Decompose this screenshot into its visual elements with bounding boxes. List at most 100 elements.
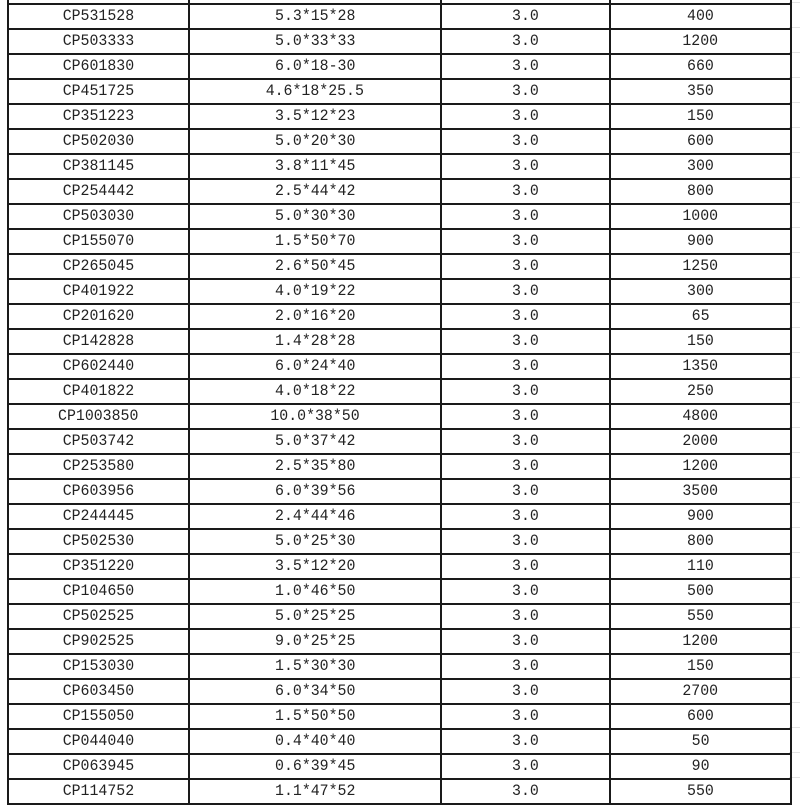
size-cell[interactable]: 5.0*33*33 — [188, 28, 442, 55]
value-cell[interactable]: 3.0 — [440, 528, 611, 555]
value-cell[interactable]: 3.0 — [440, 653, 611, 680]
model-cell[interactable]: CP451725 — [7, 78, 190, 105]
quantity-cell[interactable]: 600 — [609, 128, 792, 155]
size-cell[interactable]: 1.5*50*70 — [188, 228, 442, 255]
value-cell[interactable]: 3.0 — [440, 553, 611, 580]
size-cell[interactable]: 0.4*40*40 — [188, 728, 442, 755]
model-cell[interactable]: CP902525 — [7, 628, 190, 655]
size-cell[interactable]: 1.1*47*52 — [188, 778, 442, 805]
quantity-cell[interactable]: 800 — [609, 528, 792, 555]
size-cell[interactable]: 5.0*37*42 — [188, 428, 442, 455]
quantity-cell[interactable]: 1200 — [609, 28, 792, 55]
value-cell[interactable]: 3.0 — [440, 128, 611, 155]
quantity-cell[interactable]: 600 — [609, 703, 792, 730]
quantity-cell[interactable]: 1000 — [609, 203, 792, 230]
model-cell[interactable]: CP502525 — [7, 603, 190, 630]
size-cell[interactable]: 6.0*24*40 — [188, 353, 442, 380]
quantity-cell[interactable]: 660 — [609, 53, 792, 80]
quantity-cell[interactable]: 110 — [609, 553, 792, 580]
model-cell[interactable]: CP503333 — [7, 28, 190, 55]
model-cell[interactable]: CP603450 — [7, 678, 190, 705]
value-cell[interactable]: 3.0 — [440, 178, 611, 205]
quantity-cell[interactable]: 550 — [609, 778, 792, 805]
model-cell[interactable]: CP142828 — [7, 328, 190, 355]
size-cell[interactable]: 2.5*44*42 — [188, 178, 442, 205]
model-cell[interactable]: CP155070 — [7, 228, 190, 255]
size-cell[interactable]: 9.0*25*25 — [188, 628, 442, 655]
value-cell[interactable]: 3.0 — [440, 453, 611, 480]
size-cell[interactable]: 5.0*30*30 — [188, 203, 442, 230]
model-cell[interactable]: CP602440 — [7, 353, 190, 380]
quantity-cell[interactable]: 1200 — [609, 453, 792, 480]
quantity-cell[interactable]: 150 — [609, 328, 792, 355]
quantity-cell[interactable]: 400 — [609, 3, 792, 30]
model-cell[interactable]: CP265045 — [7, 253, 190, 280]
size-cell[interactable]: 1.0*46*50 — [188, 578, 442, 605]
size-cell[interactable]: 6.0*39*56 — [188, 478, 442, 505]
value-cell[interactable]: 3.0 — [440, 203, 611, 230]
quantity-cell[interactable]: 1200 — [609, 628, 792, 655]
quantity-cell[interactable]: 300 — [609, 278, 792, 305]
quantity-cell[interactable]: 300 — [609, 153, 792, 180]
value-cell[interactable]: 3.0 — [440, 328, 611, 355]
value-cell[interactable]: 3.0 — [440, 3, 611, 30]
quantity-cell[interactable]: 1250 — [609, 253, 792, 280]
quantity-cell[interactable]: 90 — [609, 753, 792, 780]
quantity-cell[interactable]: 500 — [609, 578, 792, 605]
value-cell[interactable]: 3.0 — [440, 678, 611, 705]
value-cell[interactable]: 3.0 — [440, 728, 611, 755]
value-cell[interactable]: 3.0 — [440, 378, 611, 405]
model-cell[interactable]: CP502030 — [7, 128, 190, 155]
size-cell[interactable]: 10.0*38*50 — [188, 403, 442, 430]
value-cell[interactable]: 3.0 — [440, 78, 611, 105]
size-cell[interactable]: 6.0*18-30 — [188, 53, 442, 80]
quantity-cell[interactable]: 800 — [609, 178, 792, 205]
quantity-cell[interactable]: 1350 — [609, 353, 792, 380]
quantity-cell[interactable]: 900 — [609, 503, 792, 530]
quantity-cell[interactable]: 350 — [609, 78, 792, 105]
quantity-cell[interactable]: 65 — [609, 303, 792, 330]
size-cell[interactable]: 1.5*50*50 — [188, 703, 442, 730]
size-cell[interactable]: 2.4*44*46 — [188, 503, 442, 530]
quantity-cell[interactable]: 50 — [609, 728, 792, 755]
model-cell[interactable]: CP201620 — [7, 303, 190, 330]
quantity-cell[interactable]: 550 — [609, 603, 792, 630]
size-cell[interactable]: 3.5*12*20 — [188, 553, 442, 580]
size-cell[interactable]: 5.3*15*28 — [188, 3, 442, 30]
model-cell[interactable]: CP531528 — [7, 3, 190, 30]
size-cell[interactable]: 4.0*19*22 — [188, 278, 442, 305]
quantity-cell[interactable]: 2000 — [609, 428, 792, 455]
quantity-cell[interactable]: 250 — [609, 378, 792, 405]
model-cell[interactable]: CP155050 — [7, 703, 190, 730]
size-cell[interactable]: 2.6*50*45 — [188, 253, 442, 280]
size-cell[interactable]: 3.8*11*45 — [188, 153, 442, 180]
value-cell[interactable]: 3.0 — [440, 303, 611, 330]
value-cell[interactable]: 3.0 — [440, 478, 611, 505]
value-cell[interactable]: 3.0 — [440, 278, 611, 305]
value-cell[interactable]: 3.0 — [440, 228, 611, 255]
quantity-cell[interactable]: 3500 — [609, 478, 792, 505]
size-cell[interactable]: 5.0*25*30 — [188, 528, 442, 555]
value-cell[interactable]: 3.0 — [440, 103, 611, 130]
quantity-cell[interactable]: 2700 — [609, 678, 792, 705]
value-cell[interactable]: 3.0 — [440, 503, 611, 530]
model-cell[interactable]: CP401922 — [7, 278, 190, 305]
model-cell[interactable]: CP063945 — [7, 753, 190, 780]
model-cell[interactable]: CP153030 — [7, 653, 190, 680]
value-cell[interactable]: 3.0 — [440, 428, 611, 455]
value-cell[interactable]: 3.0 — [440, 153, 611, 180]
model-cell[interactable]: CP503030 — [7, 203, 190, 230]
model-cell[interactable]: CP601830 — [7, 53, 190, 80]
size-cell[interactable]: 4.0*18*22 — [188, 378, 442, 405]
model-cell[interactable]: CP351220 — [7, 553, 190, 580]
model-cell[interactable]: CP244445 — [7, 503, 190, 530]
size-cell[interactable]: 6.0*34*50 — [188, 678, 442, 705]
size-cell[interactable]: 2.5*35*80 — [188, 453, 442, 480]
quantity-cell[interactable]: 150 — [609, 653, 792, 680]
model-cell[interactable]: CP044040 — [7, 728, 190, 755]
value-cell[interactable]: 3.0 — [440, 628, 611, 655]
model-cell[interactable]: CP502530 — [7, 528, 190, 555]
value-cell[interactable]: 3.0 — [440, 253, 611, 280]
quantity-cell[interactable]: 4800 — [609, 403, 792, 430]
size-cell[interactable]: 1.5*30*30 — [188, 653, 442, 680]
